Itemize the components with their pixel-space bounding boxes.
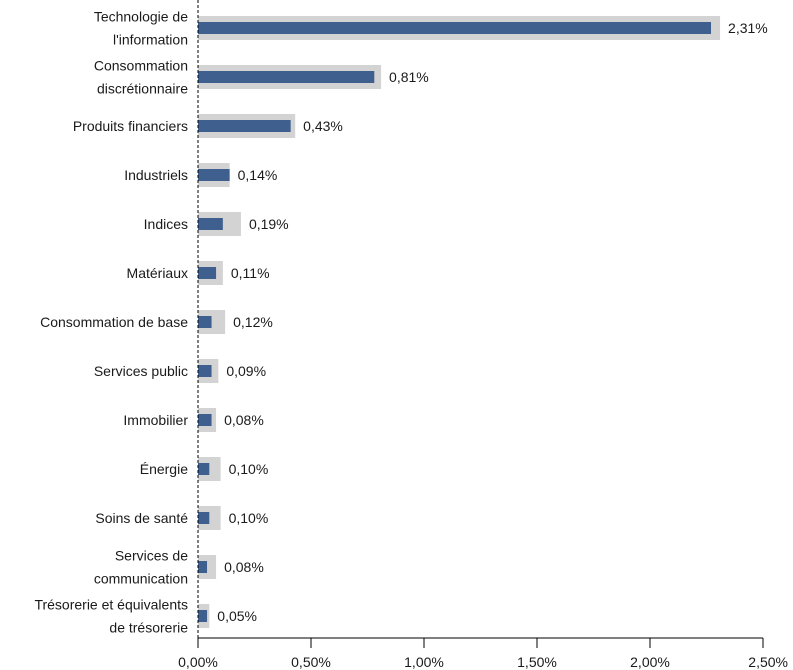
x-tick-label: 2,50% (748, 654, 788, 670)
foreground-bar (198, 463, 210, 475)
foreground-bar (198, 512, 210, 524)
foreground-bar (198, 414, 212, 426)
category-label: Produits financiers (73, 118, 188, 134)
value-label: 0,81% (389, 69, 429, 85)
x-axis-ticks: 0,00% 0,50% 1,00% 1,50% 2,00% 2,50% (178, 638, 788, 670)
value-label: 0,14% (238, 167, 278, 183)
category-label: Trésorerie et équivalents de trésorerie (34, 597, 188, 636)
foreground-bar (198, 22, 712, 34)
value-label: 0,09% (226, 363, 266, 379)
category-label: Énergie (140, 461, 188, 477)
category-label: Services public (94, 363, 188, 379)
x-tick-label: 1,00% (404, 654, 444, 670)
foreground-bar (198, 316, 212, 328)
category-label: Matériaux (127, 265, 188, 281)
foreground-bar (198, 169, 230, 181)
background-bars (198, 16, 721, 628)
value-label: 0,05% (217, 608, 257, 624)
value-label: 0,12% (233, 314, 273, 330)
foreground-bar (198, 267, 217, 279)
x-tick-label: 2,00% (630, 654, 670, 670)
value-labels: 2,31% 0,81% 0,43% 0,14% 0,19% 0,11% 0,12% 0,09%… (217, 20, 767, 624)
foreground-bar (198, 120, 291, 132)
category-label: Immobilier (123, 412, 188, 428)
foreground-bar (198, 561, 208, 573)
category-label: Services de communication (94, 548, 188, 587)
foreground-bar (198, 71, 375, 83)
foreground-bars (198, 22, 712, 622)
value-label: 0,11% (231, 265, 270, 281)
value-label: 0,08% (224, 559, 264, 575)
category-label: Consommation de base (40, 314, 188, 330)
category-label: Indices (144, 216, 188, 232)
x-tick-label: 0,50% (291, 654, 331, 670)
value-label: 0,19% (249, 216, 289, 232)
value-label: 0,08% (224, 412, 264, 428)
value-label: 2,31% (728, 20, 768, 36)
foreground-bar (198, 218, 223, 230)
value-label: 0,10% (229, 510, 269, 526)
x-tick-label: 1,50% (517, 654, 557, 670)
category-label: Industriels (124, 167, 188, 183)
x-tick-label: 0,00% (178, 654, 218, 670)
foreground-bar (198, 365, 212, 377)
category-label: Soins de santé (95, 510, 188, 526)
category-labels: Technologie de l'information Consommation d… (34, 9, 188, 636)
foreground-bar (198, 610, 208, 622)
category-label: Technologie de l'information (94, 9, 188, 48)
category-label: Consommation discrétionnaire (94, 58, 188, 97)
value-label: 0,10% (229, 461, 269, 477)
value-label: 0,43% (303, 118, 343, 134)
